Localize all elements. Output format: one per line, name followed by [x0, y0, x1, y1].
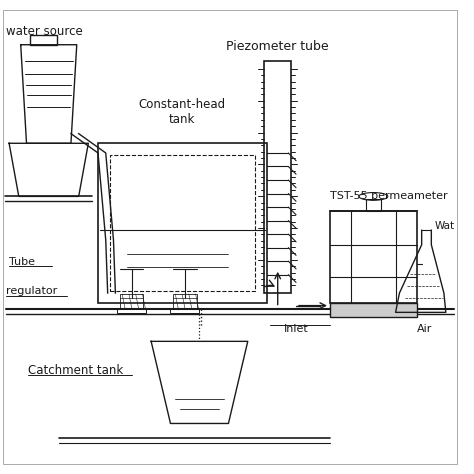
- Text: Inlet: Inlet: [284, 324, 309, 334]
- Bar: [330, 211, 417, 303]
- Text: Constant-head
tank: Constant-head tank: [138, 98, 226, 126]
- Text: Air: Air: [417, 324, 432, 334]
- Bar: [365, 200, 381, 211]
- Text: TST-55 permeameter: TST-55 permeameter: [330, 191, 447, 201]
- Bar: [171, 308, 200, 313]
- Bar: [330, 303, 417, 317]
- Bar: [30, 35, 57, 45]
- Bar: [264, 61, 291, 293]
- Bar: [118, 308, 146, 313]
- Text: Wat: Wat: [434, 220, 455, 230]
- Text: Piezometer tube: Piezometer tube: [227, 40, 329, 54]
- Bar: [109, 155, 255, 291]
- FancyArrowPatch shape: [264, 280, 274, 287]
- Text: water source: water source: [6, 26, 83, 38]
- Bar: [173, 294, 197, 309]
- Text: Catchment tank: Catchment tank: [28, 364, 124, 377]
- Text: regulator: regulator: [6, 286, 57, 296]
- Bar: [120, 294, 144, 309]
- Bar: [98, 143, 267, 303]
- Text: Tube: Tube: [9, 257, 35, 267]
